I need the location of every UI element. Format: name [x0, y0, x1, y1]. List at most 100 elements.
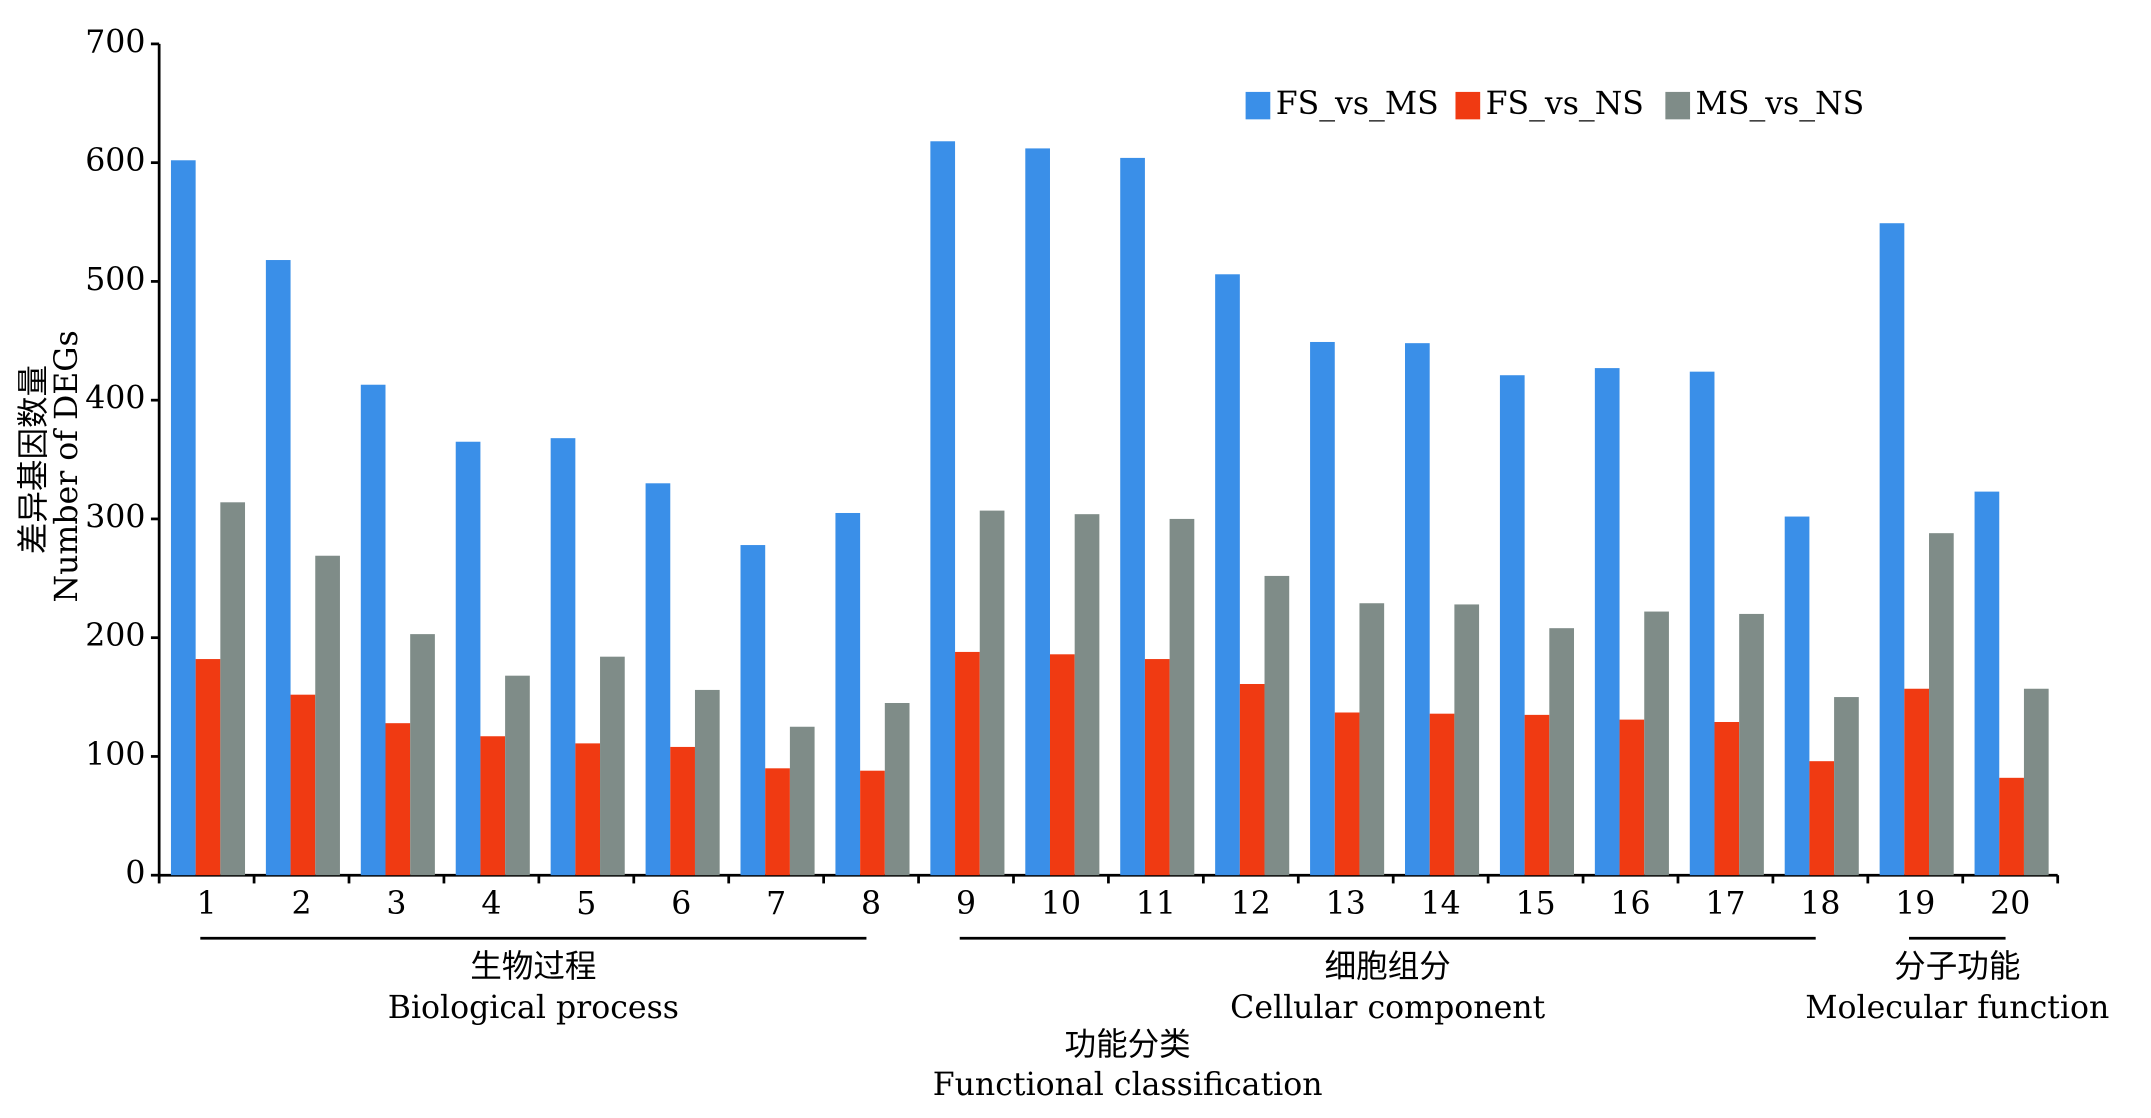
- bar: [1809, 761, 1835, 876]
- bar: [1784, 516, 1810, 876]
- bar: [930, 141, 956, 876]
- bar: [1169, 518, 1195, 876]
- x-tick-label: 4: [481, 886, 501, 922]
- bar: [1714, 721, 1740, 876]
- bar: [1429, 713, 1455, 876]
- bar: [385, 723, 411, 876]
- y-tick-label: 400: [85, 381, 145, 417]
- legend-label: MS_vs_NS: [1696, 86, 1865, 122]
- bar: [1904, 688, 1930, 876]
- x-tick-label: 15: [1516, 886, 1556, 922]
- x-tick-label: 8: [861, 886, 881, 922]
- bar: [670, 746, 695, 876]
- x-tick-label: 1: [197, 886, 217, 922]
- bar: [550, 438, 576, 876]
- x-tick-label: 19: [1895, 886, 1935, 922]
- bar: [1549, 628, 1575, 876]
- group-label-en: Molecular function: [1805, 990, 2109, 1026]
- bar: [1334, 712, 1360, 876]
- bar: [1144, 659, 1170, 876]
- bar: [979, 510, 1005, 876]
- bar: [1879, 223, 1905, 876]
- x-tick-label: 11: [1136, 886, 1176, 922]
- bar: [1524, 714, 1550, 876]
- bar: [1074, 514, 1100, 876]
- y-label-cn: 差异基因数量: [16, 365, 52, 554]
- y-tick-label: 700: [85, 24, 145, 60]
- bar: [170, 160, 196, 876]
- y-tick-label: 300: [85, 499, 145, 535]
- bar: [1049, 654, 1075, 876]
- bar: [884, 702, 910, 876]
- x-tick-label: 12: [1231, 886, 1271, 922]
- bar: [1929, 533, 1954, 876]
- bar: [645, 483, 671, 876]
- bar: [315, 555, 340, 876]
- bar: [1594, 368, 1620, 876]
- bar: [1739, 613, 1764, 876]
- y-tick-label: 200: [85, 618, 145, 654]
- bar: [1215, 274, 1240, 876]
- x-tick-label: 10: [1041, 886, 1081, 922]
- group-label-en: Cellular component: [1230, 990, 1545, 1026]
- bar: [1359, 603, 1385, 876]
- bar: [1619, 719, 1645, 876]
- bar: [860, 770, 885, 876]
- bar: [835, 512, 861, 876]
- bar: [1264, 575, 1290, 876]
- bar: [1120, 157, 1145, 876]
- bar: [575, 743, 601, 876]
- x-label-en: Functional classification: [933, 1067, 1323, 1103]
- bar: [290, 694, 316, 876]
- bar: [220, 502, 246, 876]
- bar: [455, 441, 481, 876]
- bar: [600, 656, 625, 876]
- bar: [694, 689, 720, 876]
- bar: [1999, 777, 2024, 876]
- bar: [1499, 375, 1525, 876]
- group-label-cn: 生物过程: [470, 949, 596, 985]
- bar: [765, 768, 790, 876]
- x-tick-label: 5: [576, 886, 596, 922]
- bar: [1974, 491, 2000, 876]
- x-tick-label: 2: [292, 886, 312, 922]
- legend-label: FS_vs_MS: [1276, 86, 1439, 122]
- y-tick-label: 600: [85, 143, 145, 179]
- x-tick-label: 16: [1610, 886, 1650, 922]
- x-tick-label: 18: [1800, 886, 1840, 922]
- bar: [1310, 341, 1335, 876]
- bar: [265, 260, 291, 876]
- bar: [789, 726, 815, 876]
- legend-swatch: [1455, 91, 1481, 120]
- bar: [195, 659, 221, 876]
- legend-label: FS_vs_NS: [1486, 86, 1644, 122]
- bar: [1239, 683, 1265, 876]
- bar: [740, 545, 766, 876]
- x-tick-label: 17: [1705, 886, 1745, 922]
- y-tick-label: 500: [85, 262, 145, 298]
- y-tick-label: 0: [125, 856, 145, 892]
- bar: [955, 651, 980, 876]
- y-tick-label: 100: [85, 737, 145, 773]
- x-label-cn: 功能分类: [1065, 1027, 1191, 1063]
- legend-swatch: [1245, 91, 1271, 120]
- x-tick-label: 6: [671, 886, 691, 922]
- legend-swatch: [1665, 91, 1691, 120]
- bar: [1689, 371, 1715, 876]
- x-tick-label: 20: [1990, 886, 2030, 922]
- bar: [1834, 697, 1859, 876]
- group-label-cn: 细胞组分: [1325, 949, 1451, 985]
- x-tick-label: 9: [956, 886, 976, 922]
- bar: [1405, 343, 1430, 876]
- bar: [505, 675, 530, 876]
- bar: [2023, 688, 2049, 876]
- x-tick-label: 7: [766, 886, 786, 922]
- bar: [1644, 611, 1669, 876]
- group-label-en: Biological process: [388, 990, 679, 1026]
- x-tick-label: 14: [1421, 886, 1461, 922]
- bar: [1454, 604, 1480, 876]
- bar: [1025, 148, 1050, 876]
- bar: [360, 384, 386, 876]
- y-label-en: Number of DEGs: [49, 330, 85, 602]
